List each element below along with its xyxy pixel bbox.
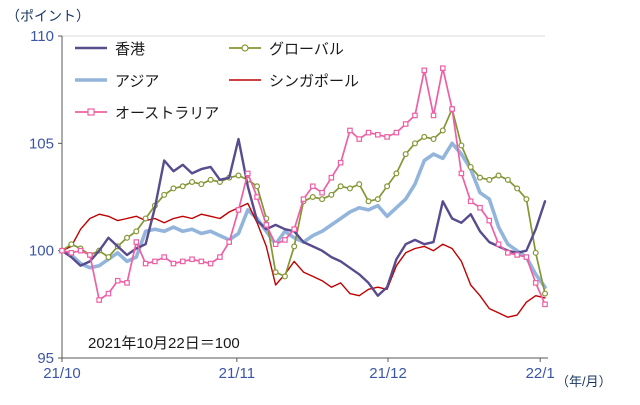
svg-text:21/10: 21/10 xyxy=(43,365,81,382)
legend-item-australia: オーストラリア xyxy=(74,102,219,122)
svg-text:22/1: 22/1 xyxy=(526,365,555,382)
legend-line-swatch xyxy=(74,106,108,118)
legend-item-singapore: シンガポール xyxy=(228,70,359,90)
svg-text:21/11: 21/11 xyxy=(219,365,255,382)
svg-text:100: 100 xyxy=(29,243,54,260)
svg-text:21/12: 21/12 xyxy=(369,365,407,382)
legend-label: グローバル xyxy=(269,40,344,58)
legend-item-hongkong: 香港 xyxy=(74,38,145,58)
svg-text:95: 95 xyxy=(37,350,54,367)
legend-label: シンガポール xyxy=(269,72,360,90)
legend-line-swatch xyxy=(74,74,108,86)
legend-item-asia: アジア xyxy=(74,70,159,90)
legend-line-swatch xyxy=(228,42,262,54)
legend-line-swatch xyxy=(74,42,108,54)
legend-item-global: グローバル xyxy=(228,38,344,58)
x-axis-caption: （年/月） xyxy=(556,374,612,389)
legend-line-swatch xyxy=(228,74,262,86)
y-axis-caption: （ポイント） xyxy=(6,8,90,24)
svg-text:110: 110 xyxy=(30,28,54,45)
index-base-note: 2021年10月22日＝100 xyxy=(88,335,240,352)
legend-label: 香港 xyxy=(115,40,146,58)
svg-text:105: 105 xyxy=(29,135,54,152)
legend-label: アジア xyxy=(115,72,160,90)
legend-label: オーストラリア xyxy=(115,104,220,122)
